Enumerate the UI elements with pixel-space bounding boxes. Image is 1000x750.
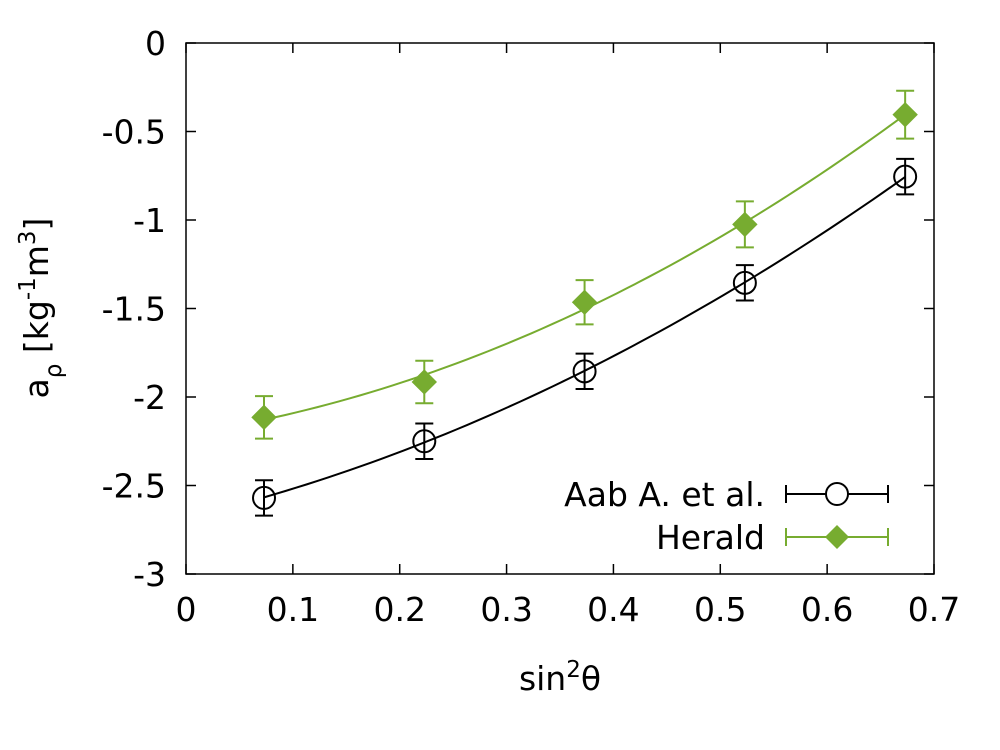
data-marker-diamond xyxy=(411,369,437,395)
y-tick-label: -2.5 xyxy=(102,467,166,506)
x-tick-label: 0.4 xyxy=(587,590,639,629)
x-tick-label: 0.3 xyxy=(480,590,532,629)
y-axis-title-base: a xyxy=(17,378,56,398)
x-axis-title-sup: 2 xyxy=(566,657,581,683)
series-0-point xyxy=(732,264,757,302)
data-marker-circle xyxy=(572,359,597,384)
legend-marker-diamond xyxy=(825,525,849,549)
y-tick-label: -0.5 xyxy=(102,113,166,152)
data-marker-circle xyxy=(252,485,277,510)
legend: Aab A. et al. Herald xyxy=(564,475,889,557)
y-axis-title-sup2: 3 xyxy=(15,230,41,245)
y-axis-title-unit-close: ] xyxy=(17,218,56,231)
legend-label: Aab A. et al. xyxy=(564,475,765,514)
x-axis-title: sin2θ xyxy=(519,657,601,698)
x-tick-label: 0.7 xyxy=(908,590,960,629)
series-1-point xyxy=(571,279,598,326)
y-axis-title: aρ [kg-1m3] xyxy=(15,218,67,399)
y-axis-title-sub: ρ xyxy=(41,364,67,379)
y-tick-label: -1 xyxy=(133,201,166,240)
y-tick-label: -3 xyxy=(133,555,166,594)
x-tick-label: 0.5 xyxy=(694,590,746,629)
x-axis-title-tail: θ xyxy=(581,659,601,698)
series-1-point xyxy=(892,89,918,140)
series-0-point xyxy=(252,479,277,517)
x-tick-label: 0 xyxy=(176,590,197,629)
legend-entry-0: Aab A. et al. xyxy=(564,475,889,514)
data-marker-circle xyxy=(412,429,437,454)
y-axis-title-sup1: -1 xyxy=(15,277,41,300)
data-marker-circle xyxy=(893,164,918,189)
data-marker-diamond xyxy=(571,289,598,316)
data-marker-diamond xyxy=(892,101,918,128)
y-tick-label: -2 xyxy=(133,378,166,417)
series-1-point xyxy=(732,200,758,249)
series-1-point xyxy=(251,395,277,440)
series-0-point xyxy=(893,157,918,196)
y-tick-label: -1.5 xyxy=(102,290,166,329)
x-tick-label: 0.1 xyxy=(267,590,319,629)
ticks-layer: 0 0.1 0.2 0.3 0.4 0.5 0.6 0.7 0 -0.5 -1 -1.5 -2 -2.5 -… xyxy=(102,24,961,629)
series-0-fit-line xyxy=(263,176,906,499)
series-0-point xyxy=(572,352,597,391)
series-1-point xyxy=(411,359,437,405)
data-marker-circle xyxy=(732,270,757,295)
y-axis-title-unit-open: [kg xyxy=(17,300,56,363)
legend-entry-1: Herald xyxy=(656,518,889,557)
x-tick-label: 0.2 xyxy=(373,590,425,629)
x-tick-label: 0.6 xyxy=(801,590,853,629)
series-0-point xyxy=(412,422,437,460)
x-axis-title-base: sin xyxy=(519,659,566,698)
legend-marker-circle xyxy=(825,482,849,506)
y-axis-title-unit-mid: m xyxy=(17,245,56,277)
y-tick-label: 0 xyxy=(145,24,166,63)
legend-label: Herald xyxy=(656,518,765,557)
data-marker-diamond xyxy=(732,211,758,238)
data-marker-diamond xyxy=(251,404,277,431)
series-layer xyxy=(251,89,918,517)
